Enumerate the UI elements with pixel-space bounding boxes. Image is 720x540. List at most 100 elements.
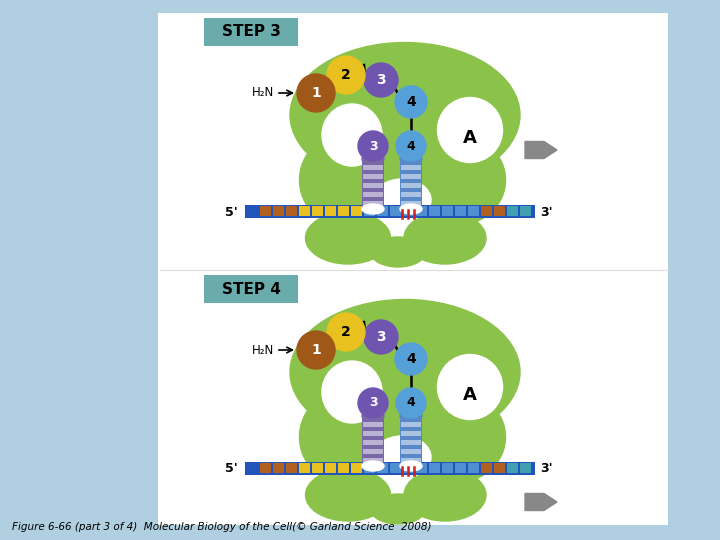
Ellipse shape	[438, 98, 503, 163]
Bar	[416, 463, 427, 473]
Text: 2: 2	[341, 68, 351, 82]
Bar	[390, 206, 401, 216]
Text: 2: 2	[341, 325, 351, 339]
Bar	[403, 463, 414, 473]
Bar	[481, 206, 492, 216]
Ellipse shape	[305, 469, 390, 521]
Bar	[401, 449, 421, 454]
Bar	[429, 463, 440, 473]
Bar	[401, 458, 421, 463]
Text: 1: 1	[311, 86, 321, 100]
Text: 5': 5'	[225, 206, 238, 219]
Ellipse shape	[400, 410, 422, 422]
Text: 3': 3'	[540, 206, 553, 219]
Bar	[260, 463, 271, 473]
Ellipse shape	[404, 469, 486, 521]
Bar	[260, 206, 271, 216]
Bar	[245, 462, 535, 475]
Bar	[362, 159, 384, 209]
Bar	[363, 183, 383, 188]
FancyArrow shape	[525, 494, 557, 510]
Bar	[416, 206, 427, 216]
Bar	[364, 206, 375, 216]
Circle shape	[396, 388, 426, 418]
Bar	[401, 165, 421, 170]
Bar	[245, 205, 535, 218]
Circle shape	[395, 343, 427, 375]
Circle shape	[364, 63, 398, 97]
Bar	[400, 416, 422, 466]
Bar	[158, 13, 668, 525]
Bar	[363, 431, 383, 436]
Ellipse shape	[371, 237, 426, 267]
Bar	[312, 463, 323, 473]
Bar	[377, 206, 388, 216]
Ellipse shape	[290, 43, 520, 187]
Circle shape	[358, 388, 388, 418]
Bar	[507, 206, 518, 216]
Bar	[455, 463, 466, 473]
Bar	[299, 206, 310, 216]
Circle shape	[395, 86, 427, 118]
Ellipse shape	[290, 300, 520, 444]
Bar	[351, 206, 362, 216]
FancyArrow shape	[525, 141, 557, 159]
Bar	[377, 463, 388, 473]
Text: STEP 4: STEP 4	[222, 281, 280, 296]
Ellipse shape	[362, 153, 384, 165]
Bar	[507, 463, 518, 473]
Text: 4: 4	[407, 396, 415, 409]
Text: 3: 3	[376, 73, 386, 87]
Ellipse shape	[400, 461, 422, 471]
Bar	[363, 174, 383, 179]
Bar	[401, 422, 421, 427]
Ellipse shape	[322, 361, 382, 423]
Bar	[442, 463, 453, 473]
Ellipse shape	[300, 392, 384, 482]
Text: H₂N: H₂N	[252, 86, 274, 99]
Circle shape	[364, 320, 398, 354]
Bar	[363, 449, 383, 454]
Ellipse shape	[305, 212, 390, 264]
Ellipse shape	[373, 179, 431, 221]
FancyBboxPatch shape	[204, 275, 298, 303]
Text: 3': 3'	[540, 462, 553, 476]
Text: H₂N: H₂N	[252, 343, 274, 356]
Bar	[338, 463, 349, 473]
Ellipse shape	[400, 153, 422, 165]
Circle shape	[297, 74, 335, 112]
Bar	[401, 192, 421, 197]
Bar	[286, 463, 297, 473]
Text: STEP 3: STEP 3	[222, 24, 280, 39]
Bar	[338, 206, 349, 216]
Bar	[401, 174, 421, 179]
Bar	[401, 183, 421, 188]
Bar	[363, 458, 383, 463]
Bar	[286, 206, 297, 216]
Bar	[390, 463, 401, 473]
Ellipse shape	[300, 135, 384, 225]
Bar	[401, 440, 421, 445]
Ellipse shape	[438, 354, 503, 420]
Text: 1: 1	[311, 343, 321, 357]
Bar	[403, 206, 414, 216]
Ellipse shape	[362, 410, 384, 422]
Bar	[429, 206, 440, 216]
Text: 5': 5'	[225, 462, 238, 476]
Bar	[363, 422, 383, 427]
Bar	[468, 463, 479, 473]
Text: Figure 6-66 (part 3 of 4)  Molecular Biology of the Cell(© Garland Science  2008: Figure 6-66 (part 3 of 4) Molecular Biol…	[12, 522, 431, 532]
Bar	[363, 201, 383, 206]
FancyBboxPatch shape	[204, 18, 298, 46]
Bar	[455, 206, 466, 216]
Bar	[494, 463, 505, 473]
Circle shape	[327, 56, 365, 94]
Circle shape	[327, 313, 365, 351]
Bar	[363, 192, 383, 197]
Bar	[273, 206, 284, 216]
Bar	[363, 440, 383, 445]
Bar	[442, 206, 453, 216]
Bar	[351, 463, 362, 473]
Text: 4: 4	[407, 139, 415, 152]
Bar	[364, 463, 375, 473]
